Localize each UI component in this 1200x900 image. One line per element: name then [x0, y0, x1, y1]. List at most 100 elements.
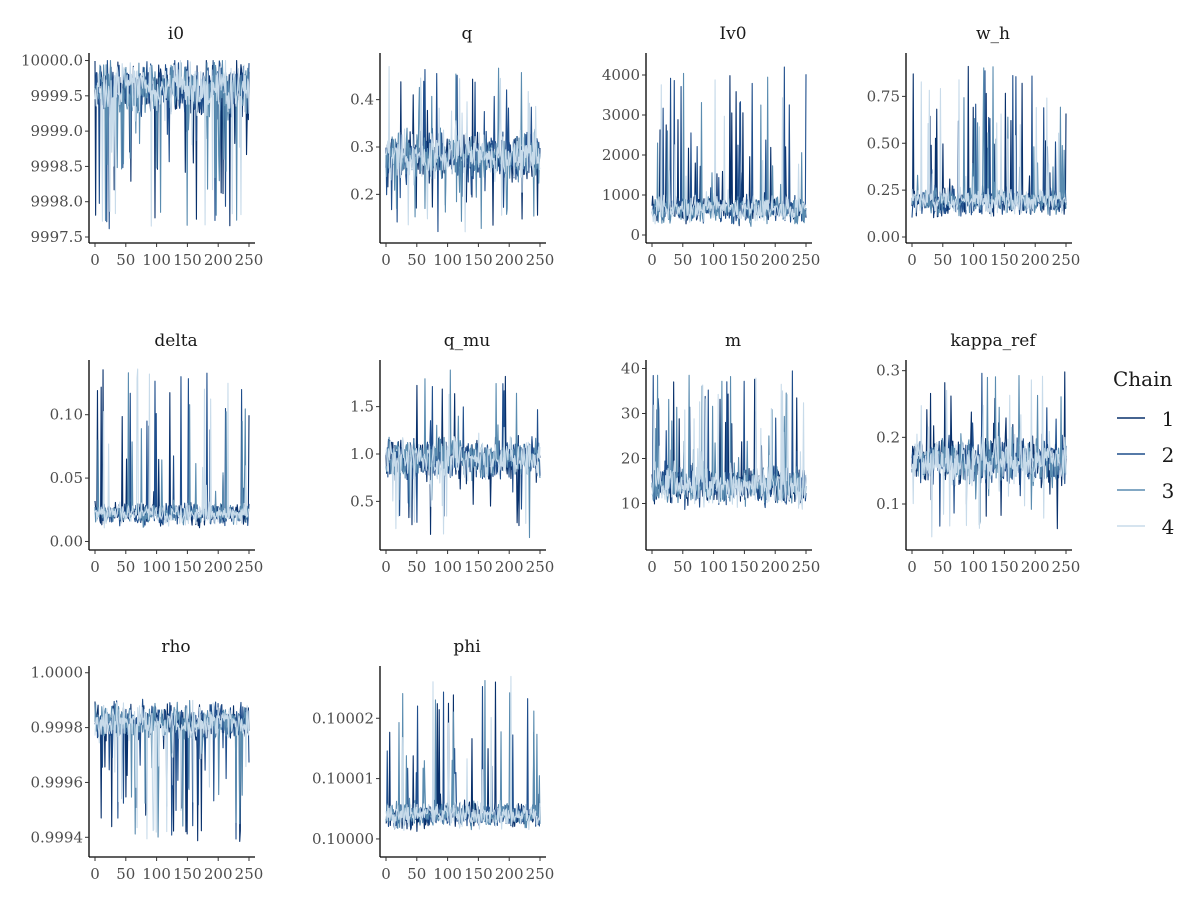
x-tick-label: 0 — [90, 251, 100, 269]
panel-title: w_h — [976, 24, 1010, 44]
y-tick-label: 9999.5 — [31, 87, 84, 105]
x-tick-label: 50 — [933, 251, 952, 269]
panel-m: m 10 20 30 40 0 50 100 150 200 250 — [621, 331, 820, 576]
x-tick-label: 0 — [381, 251, 391, 269]
y-tick-label: 20 — [621, 450, 640, 468]
x-tick-label: 250 — [235, 251, 264, 269]
panel-title: kappa_ref — [950, 331, 1037, 351]
y-tick-label: 0 — [630, 226, 640, 244]
y-tick-label: 10 — [621, 495, 640, 513]
x-tick-label: 200 — [495, 865, 524, 883]
chain-4-trace — [94, 59, 250, 227]
x-tick-label: 250 — [792, 558, 821, 576]
x-tick-label: 0 — [90, 558, 100, 576]
x-tick-label: 100 — [699, 251, 728, 269]
y-tick-label: 9998.5 — [31, 157, 84, 175]
y-tick-label: 0.3 — [350, 138, 374, 156]
x-tick-label: 50 — [933, 558, 952, 576]
y-tick-label: 1.0000 — [31, 664, 84, 682]
x-tick-label: 100 — [433, 558, 462, 576]
x-tick-label: 0 — [647, 558, 657, 576]
chain-3-trace — [651, 72, 807, 227]
y-tick-label: 30 — [621, 405, 640, 423]
x-tick-label: 50 — [116, 865, 135, 883]
x-tick-label: 150 — [464, 558, 493, 576]
panel-title: m — [725, 331, 741, 351]
panel-Iv0: Iv0 0 1000 2000 3000 4000 0 50 100 150 200 250 — [602, 24, 821, 269]
legend-label-chain-3: 3 — [1162, 479, 1175, 503]
y-tick-label: 0.05 — [50, 469, 83, 487]
x-tick-label: 50 — [116, 251, 135, 269]
panel-phi: phi 0.10000 0.10001 0.10002 0 50 100 150 200 250 — [312, 637, 554, 883]
legend-title: Chain — [1113, 367, 1173, 391]
panel-kappa-ref: kappa_ref 0.1 0.2 0.3 0 50 100 150 200 250 — [876, 331, 1080, 576]
y-tick-label: 1000 — [602, 186, 640, 204]
x-tick-label: 150 — [173, 865, 202, 883]
x-tick-label: 250 — [526, 865, 555, 883]
x-tick-label: 150 — [990, 251, 1019, 269]
x-tick-label: 0 — [381, 558, 391, 576]
x-tick-label: 0 — [907, 251, 917, 269]
x-tick-label: 150 — [730, 558, 759, 576]
chain-3-trace — [94, 372, 250, 528]
x-tick-label: 200 — [204, 865, 233, 883]
x-tick-label: 250 — [526, 251, 555, 269]
x-tick-label: 250 — [792, 251, 821, 269]
y-tick-label: 40 — [621, 360, 640, 378]
x-tick-label: 150 — [990, 558, 1019, 576]
y-tick-label: 0.10001 — [312, 770, 374, 788]
chain-4-trace — [651, 79, 807, 225]
x-tick-label: 250 — [235, 865, 264, 883]
y-tick-label: 0.75 — [867, 87, 900, 105]
panel-title: rho — [161, 637, 190, 657]
y-tick-label: 0.3 — [876, 362, 900, 380]
x-tick-label: 150 — [730, 251, 759, 269]
y-tick-label: 4000 — [602, 66, 640, 84]
panel-q-mu: q_mu 0.5 1.0 1.5 0 50 100 150 200 250 — [350, 331, 554, 576]
x-tick-label: 100 — [142, 865, 171, 883]
chain-4-trace — [385, 393, 541, 535]
y-tick-label: 0.9996 — [31, 773, 84, 791]
chain-4-trace — [385, 65, 541, 233]
panel-title: q — [462, 24, 473, 44]
panel-rho: rho 0.9994 0.9996 0.9998 1.0000 0 50 100 150 200 2… — [31, 637, 264, 883]
y-tick-label: 0.10000 — [312, 830, 374, 848]
y-tick-label: 2000 — [602, 146, 640, 164]
chain-4-trace — [911, 79, 1067, 217]
x-tick-label: 50 — [673, 558, 692, 576]
panel-delta: delta 0.00 0.05 0.10 0 50 100 150 200 250 — [50, 331, 264, 576]
x-tick-label: 200 — [495, 558, 524, 576]
panel-title: q_mu — [444, 331, 491, 351]
panel-title: Iv0 — [719, 24, 746, 44]
x-tick-label: 100 — [433, 251, 462, 269]
panel-q: q 0.2 0.3 0.4 0 50 100 150 200 250 — [350, 24, 554, 269]
y-tick-label: 1.0 — [350, 445, 374, 463]
x-tick-label: 150 — [464, 251, 493, 269]
chain-4-trace — [385, 675, 541, 831]
y-tick-label: 0.00 — [50, 532, 83, 550]
x-tick-label: 50 — [407, 865, 426, 883]
chain-4-trace — [911, 375, 1067, 538]
x-tick-label: 200 — [204, 251, 233, 269]
x-tick-label: 200 — [204, 558, 233, 576]
y-tick-label: 0.9994 — [31, 828, 84, 846]
y-tick-label: 0.2 — [876, 428, 900, 446]
y-tick-label: 0.4 — [350, 91, 374, 109]
chain-4-trace — [94, 699, 250, 840]
x-tick-label: 200 — [1021, 558, 1050, 576]
y-tick-label: 0.10002 — [312, 709, 374, 727]
panel-title: i0 — [168, 24, 184, 44]
x-tick-label: 100 — [959, 251, 988, 269]
x-tick-label: 0 — [381, 865, 391, 883]
x-tick-label: 200 — [495, 251, 524, 269]
y-tick-label: 0.00 — [867, 228, 900, 246]
x-tick-label: 250 — [1052, 251, 1081, 269]
x-tick-label: 100 — [142, 558, 171, 576]
x-tick-label: 150 — [173, 558, 202, 576]
x-tick-label: 0 — [647, 251, 657, 269]
chain-4-trace — [651, 377, 807, 510]
y-tick-label: 9999.0 — [31, 122, 84, 140]
x-tick-label: 150 — [173, 251, 202, 269]
y-tick-label: 0.9998 — [31, 719, 84, 737]
